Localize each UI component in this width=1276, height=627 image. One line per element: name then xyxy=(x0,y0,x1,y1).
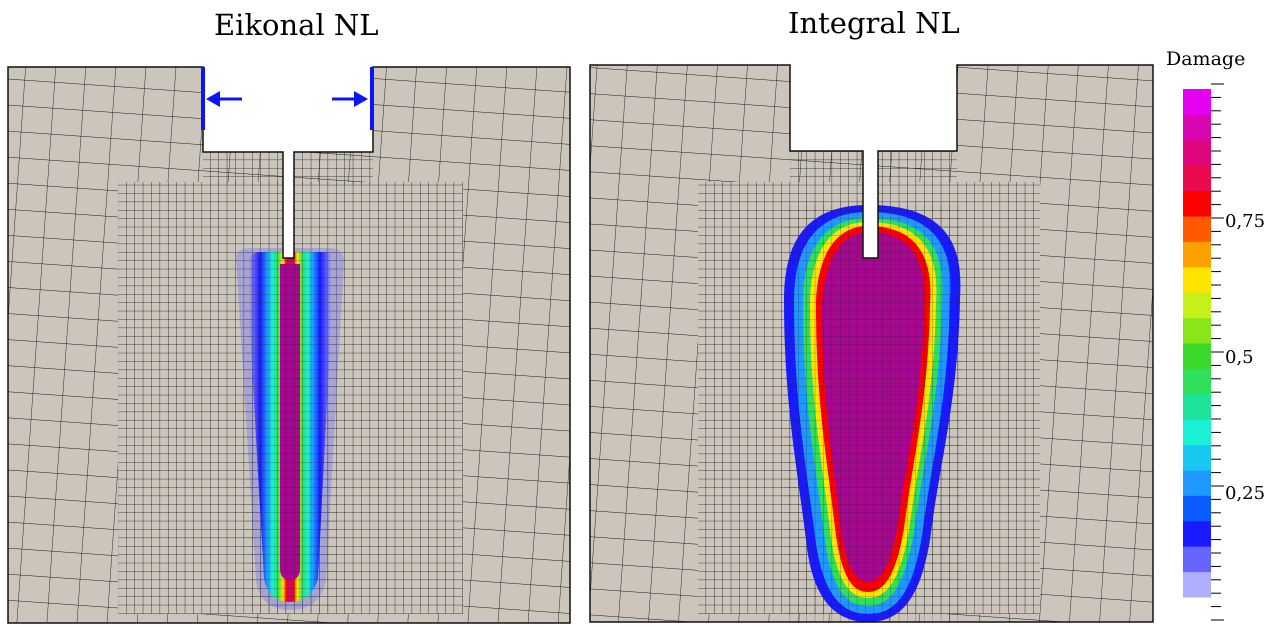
colorbar-ticks xyxy=(1211,83,1224,621)
tick-label-05: 0,5 xyxy=(1225,347,1254,368)
integral-outline xyxy=(589,64,1154,623)
colorbar-swatch xyxy=(1183,292,1211,319)
colorbar-swatch xyxy=(1183,393,1211,420)
colorbar-swatch xyxy=(1183,114,1211,141)
colorbar-swatch xyxy=(1183,495,1211,522)
legend-title: Damage xyxy=(1166,48,1246,70)
colorbar-swatch xyxy=(1183,241,1211,268)
colorbar-swatch xyxy=(1183,216,1211,242)
tick-label-075: 0,75 xyxy=(1225,211,1266,232)
panel-title-integral: Integral NL xyxy=(788,6,960,40)
eikonal-damage-zone xyxy=(236,248,344,612)
colorbar-swatch xyxy=(1183,190,1211,217)
eikonal-outline xyxy=(7,66,571,624)
colorbar-swatch xyxy=(1183,571,1211,598)
integral-damage-zone xyxy=(784,205,962,622)
colorbar-swatch xyxy=(1183,139,1211,166)
colorbar-swatch xyxy=(1183,266,1211,293)
panel-title-eikonal: Eikonal NL xyxy=(214,8,379,42)
colorbar-swatch xyxy=(1183,317,1211,344)
colorbar-swatch xyxy=(1183,520,1211,547)
eikonal-mesh-panel xyxy=(8,67,570,623)
colorbar-swatch xyxy=(1183,343,1211,369)
colorbar-swatch xyxy=(1183,546,1211,573)
integral-mesh-panel xyxy=(590,65,1153,622)
colorbar-swatch xyxy=(1183,165,1211,192)
colorbar-swatch xyxy=(1183,444,1211,471)
colorbar-swatch xyxy=(1183,368,1211,395)
load-arrows xyxy=(201,67,374,130)
colorbar-swatch xyxy=(1183,470,1211,496)
damage-colorbar xyxy=(1183,89,1211,598)
colorbar-swatch xyxy=(1183,419,1211,446)
colorbar-swatch xyxy=(1183,89,1211,115)
tick-label-025: 0,25 xyxy=(1225,483,1266,504)
